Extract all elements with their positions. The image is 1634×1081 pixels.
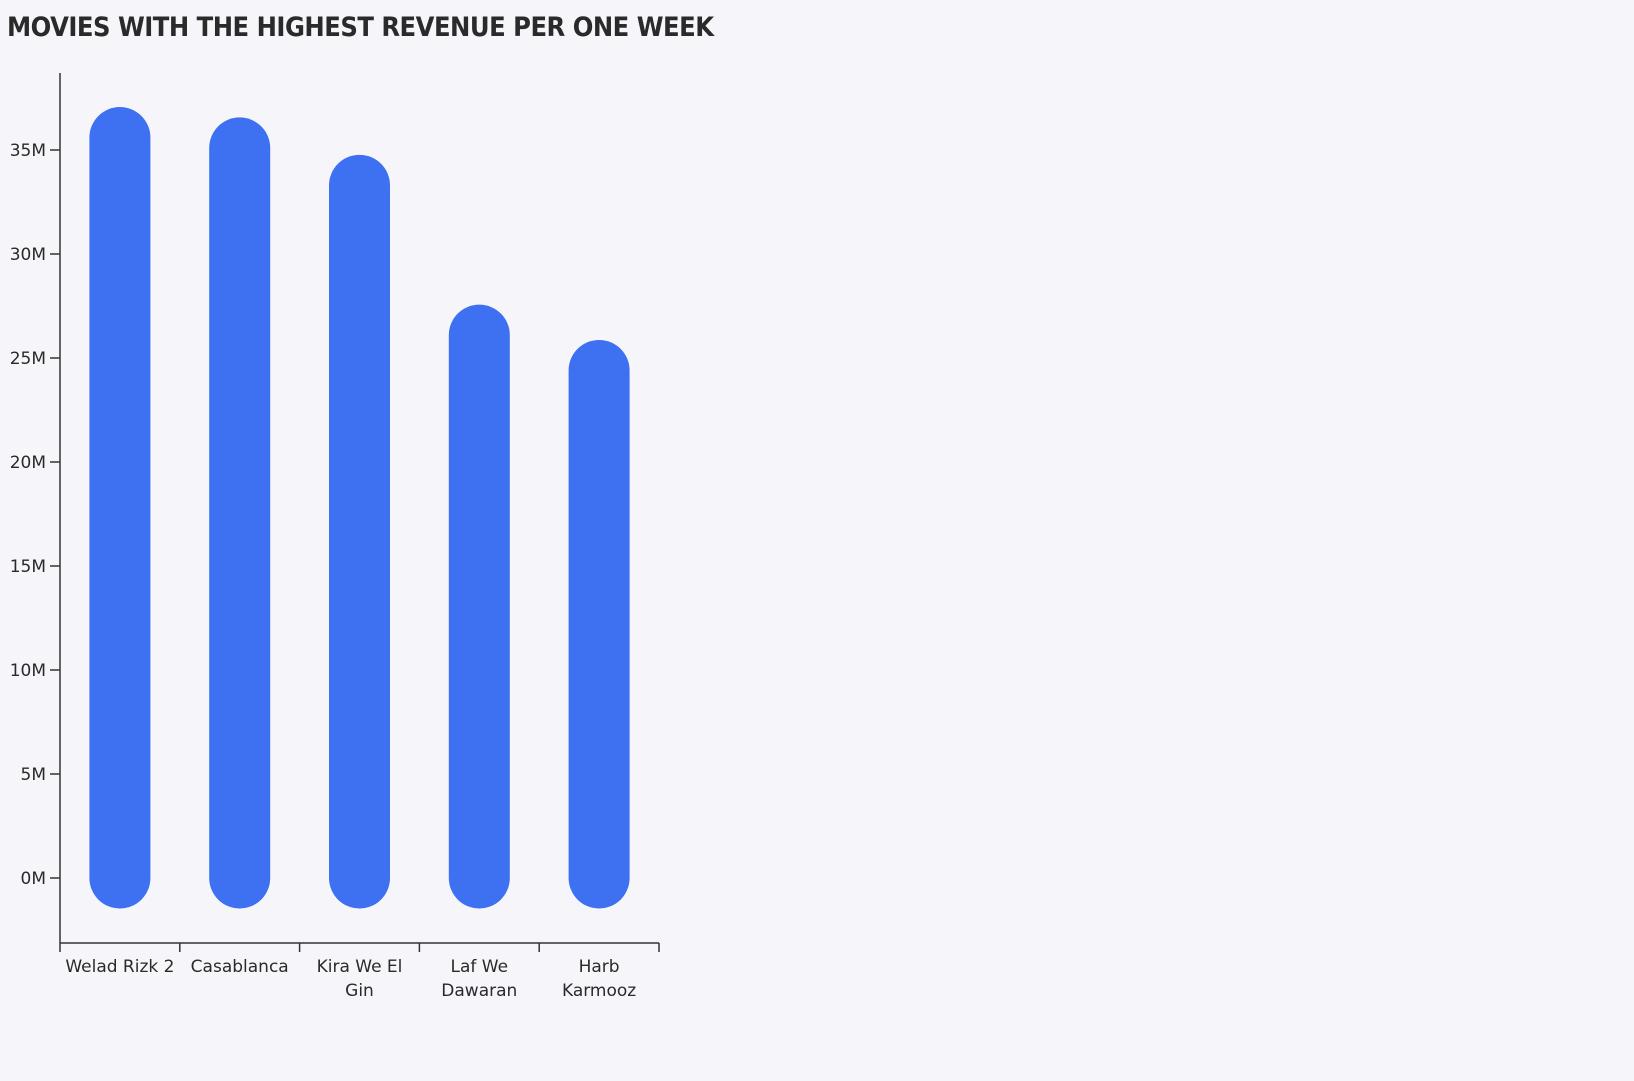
y-tick-label-2: 10M <box>10 661 46 681</box>
y-tick-label-3: 15M <box>10 557 46 577</box>
bar-1 <box>209 117 271 909</box>
x-tick-label-3-line-0: Laf We <box>451 957 509 977</box>
x-tick-label-2-line-0: Kira We El <box>317 957 403 977</box>
y-tick-label-1: 5M <box>21 765 46 785</box>
y-tick-label-7: 35M <box>10 141 46 161</box>
y-tick-label-5: 25M <box>10 349 46 369</box>
chart-title: MOVIES WITH THE HIGHEST REVENUE PER ONE … <box>7 12 714 43</box>
y-tick-label-0: 0M <box>21 869 46 889</box>
x-tick-label-1: Casablanca <box>191 957 289 977</box>
x-tick-label-4-line-0: Harb <box>579 957 620 977</box>
x-tick-label-4-line-1: Karmooz <box>562 981 636 1001</box>
bar-0 <box>89 107 151 909</box>
bar-3 <box>448 304 510 909</box>
y-tick-label-6: 30M <box>10 245 46 265</box>
bar-4 <box>568 339 630 909</box>
bar-2 <box>329 154 390 909</box>
x-tick-label-2-line-1: Gin <box>345 981 374 1001</box>
x-tick-label-0: Welad Rizk 2 <box>65 957 174 977</box>
x-tick-label-3-line-1: Dawaran <box>441 981 517 1001</box>
y-tick-label-4: 20M <box>10 453 46 473</box>
